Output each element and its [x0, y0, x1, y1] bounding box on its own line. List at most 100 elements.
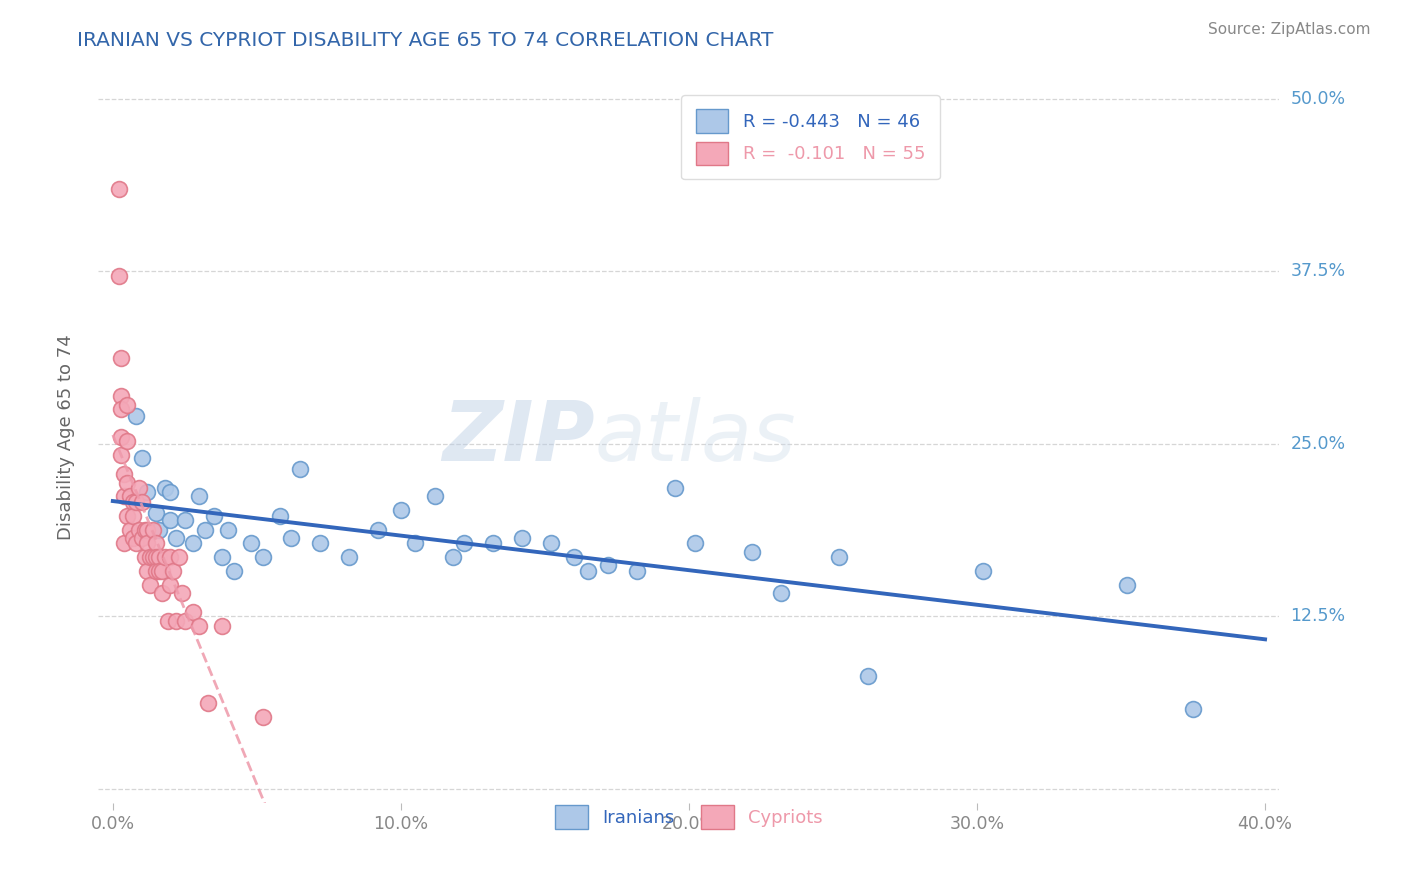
Point: [148, 564, 170, 578]
Point: [112, 536, 135, 550]
Point: [115, 398, 138, 412]
Point: [150, 564, 173, 578]
Point: [145, 506, 167, 520]
Point: [131, 450, 153, 465]
Point: [211, 619, 233, 633]
Point: [173, 513, 195, 527]
Point: [337, 550, 360, 565]
Point: [115, 508, 138, 523]
Point: [167, 550, 190, 565]
Point: [170, 586, 193, 600]
Point: [482, 536, 505, 550]
Point: [107, 268, 129, 283]
Point: [1182, 702, 1205, 716]
Text: atlas: atlas: [595, 397, 796, 477]
Point: [145, 536, 167, 550]
Point: [626, 564, 648, 578]
Point: [110, 448, 132, 462]
Point: [122, 508, 145, 523]
Point: [148, 550, 170, 565]
Point: [197, 697, 219, 711]
Point: [159, 513, 181, 527]
Point: [107, 182, 129, 196]
Point: [576, 564, 599, 578]
Point: [222, 564, 245, 578]
Point: [664, 481, 686, 495]
Point: [128, 481, 150, 495]
Point: [165, 614, 187, 628]
Point: [217, 523, 239, 537]
Point: [142, 550, 165, 565]
Point: [183, 605, 205, 619]
Point: [128, 523, 150, 537]
Text: Source: ZipAtlas.com: Source: ZipAtlas.com: [1208, 22, 1371, 37]
Point: [173, 614, 195, 628]
Point: [125, 409, 148, 424]
Text: 12.5%: 12.5%: [1291, 607, 1346, 625]
Point: [598, 558, 620, 573]
Point: [453, 536, 475, 550]
Text: ZIP: ZIP: [441, 397, 595, 477]
Point: [972, 564, 994, 578]
Text: IRANIAN VS CYPRIOT DISABILITY AGE 65 TO 74 CORRELATION CHART: IRANIAN VS CYPRIOT DISABILITY AGE 65 TO …: [77, 31, 773, 50]
Point: [145, 550, 167, 565]
Legend: Iranians, Cypriots: Iranians, Cypriots: [546, 797, 832, 838]
Point: [110, 402, 132, 417]
Point: [142, 523, 165, 537]
Point: [202, 508, 225, 523]
Text: 25.0%: 25.0%: [1291, 435, 1346, 453]
Point: [136, 523, 159, 537]
Point: [120, 523, 142, 537]
Y-axis label: Disability Age 65 to 74: Disability Age 65 to 74: [56, 334, 75, 540]
Point: [120, 490, 142, 504]
Point: [110, 351, 132, 366]
Point: [562, 550, 585, 565]
Point: [741, 544, 763, 558]
Point: [252, 550, 274, 565]
Point: [425, 490, 447, 504]
Point: [125, 536, 148, 550]
Point: [828, 550, 851, 565]
Point: [280, 531, 302, 545]
Point: [112, 490, 135, 504]
Point: [194, 523, 217, 537]
Point: [153, 550, 176, 565]
Text: 50.0%: 50.0%: [1291, 90, 1346, 108]
Point: [136, 536, 159, 550]
Point: [770, 586, 793, 600]
Point: [856, 669, 879, 683]
Point: [134, 523, 156, 537]
Point: [112, 467, 135, 482]
Point: [288, 462, 311, 476]
Point: [153, 481, 176, 495]
Point: [188, 490, 211, 504]
Point: [183, 536, 205, 550]
Point: [110, 430, 132, 444]
Point: [269, 508, 291, 523]
Point: [122, 531, 145, 545]
Point: [131, 531, 153, 545]
Point: [683, 536, 706, 550]
Point: [134, 550, 156, 565]
Point: [540, 536, 562, 550]
Point: [139, 578, 162, 592]
Point: [136, 564, 159, 578]
Point: [125, 495, 148, 509]
Point: [139, 550, 162, 565]
Point: [510, 531, 533, 545]
Point: [404, 536, 426, 550]
Point: [188, 619, 211, 633]
Point: [252, 710, 274, 724]
Point: [131, 495, 153, 509]
Point: [115, 434, 138, 449]
Point: [110, 389, 132, 403]
Point: [441, 550, 464, 565]
Point: [240, 536, 263, 550]
Point: [1115, 578, 1137, 592]
Point: [148, 523, 170, 537]
Point: [159, 578, 181, 592]
Point: [159, 485, 181, 500]
Point: [165, 531, 187, 545]
Point: [159, 550, 181, 565]
Point: [211, 550, 233, 565]
